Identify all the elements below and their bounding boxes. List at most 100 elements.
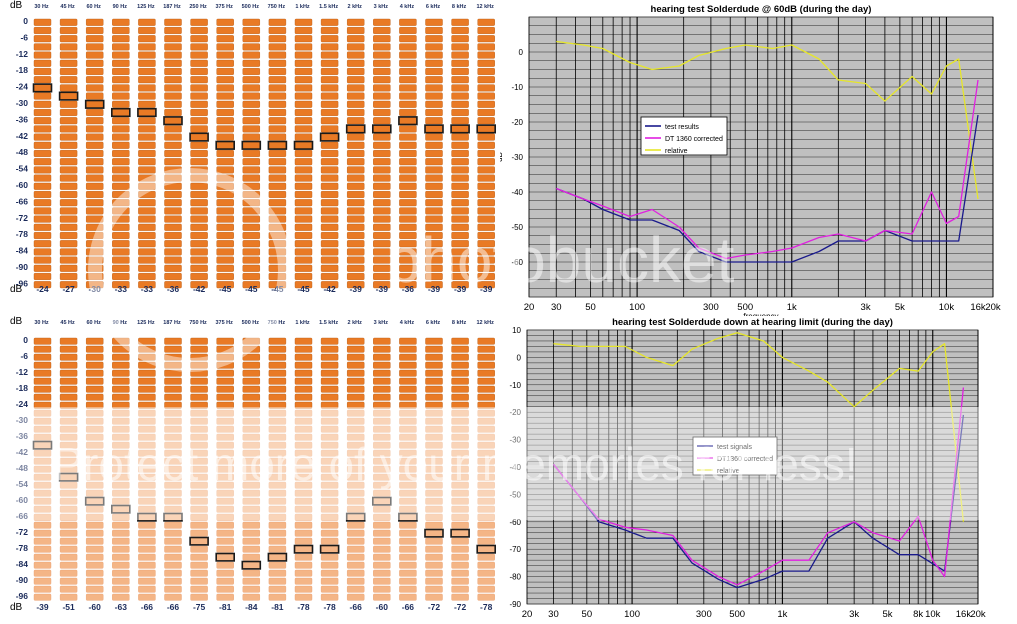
meter-segment <box>138 190 156 198</box>
meter-segment <box>425 182 443 190</box>
meter-segment <box>425 585 443 593</box>
meter-segment <box>451 264 469 272</box>
meter-segment <box>268 433 287 441</box>
meter-segment <box>268 489 287 497</box>
x-tick-label: 5k <box>882 609 892 619</box>
meter-segment <box>399 199 417 207</box>
meter-segment <box>59 497 78 505</box>
meter-segment <box>477 481 495 489</box>
meter-segment <box>268 577 287 585</box>
x-tick-label: 100 <box>629 302 645 313</box>
meter-segment <box>85 223 104 231</box>
meter-segment <box>294 513 313 521</box>
meter-segment <box>477 207 495 215</box>
meter-segment <box>425 190 443 198</box>
meter-segment <box>59 223 78 231</box>
series-line <box>553 332 965 522</box>
meter-segment <box>164 84 182 92</box>
meter-segment <box>451 199 469 207</box>
meter-segment <box>294 473 313 481</box>
meter-segment <box>425 141 443 149</box>
meter-segment <box>242 441 261 449</box>
meter-segment <box>164 264 182 272</box>
result-marker <box>241 140 262 150</box>
meter-segment <box>33 553 52 561</box>
result-value: -78 <box>480 602 493 612</box>
meter-segment <box>59 505 78 513</box>
meter-segment <box>59 27 78 35</box>
meter-segment <box>59 133 78 141</box>
meter-segment <box>85 174 104 182</box>
meter-segment <box>373 417 391 425</box>
meter-segment <box>216 369 234 377</box>
meter-segment <box>112 353 130 361</box>
meter-segment <box>320 521 339 529</box>
result-value: -42 <box>193 284 206 294</box>
meter-segment <box>242 481 261 489</box>
meter-segment <box>33 256 52 264</box>
meter-segment <box>451 174 469 182</box>
meter-segment <box>425 409 443 417</box>
meter-segment <box>242 553 261 561</box>
db-label-bottom: dB <box>10 602 23 613</box>
frequency-label: 12 kHz <box>476 4 494 10</box>
meter-segment <box>268 377 287 385</box>
meter-segment <box>294 248 313 256</box>
meter-segment <box>451 441 469 449</box>
meter-segment <box>451 369 469 377</box>
meter-segment <box>85 465 104 473</box>
result-value: -72 <box>428 602 441 612</box>
meter-segment <box>190 529 208 537</box>
meter-segment <box>268 117 287 125</box>
meter-segment <box>347 537 365 545</box>
meter-segment <box>59 215 78 223</box>
meter-segment <box>138 281 156 289</box>
meter-segment <box>268 92 287 100</box>
meter-segment <box>85 199 104 207</box>
meter-segment <box>59 345 78 353</box>
meter-segment <box>294 497 313 505</box>
meter-segment <box>347 190 365 198</box>
meter-segment <box>477 553 495 561</box>
meter-segment <box>320 35 339 43</box>
meter-segment <box>33 449 52 457</box>
meter-segment <box>85 273 104 281</box>
meter-segment <box>59 51 78 59</box>
meter-segment <box>190 537 208 545</box>
frequency-label: 500 Hz <box>242 320 260 326</box>
meter-segment <box>85 108 104 116</box>
chart-title: hearing test Solderdude down at hearing … <box>612 317 893 328</box>
meter-segment <box>399 337 417 345</box>
result-value: -66 <box>141 602 154 612</box>
meter-segment <box>164 417 182 425</box>
meter-segment <box>216 125 234 133</box>
meter-segment <box>477 51 495 59</box>
meter-segment <box>164 231 182 239</box>
meter-segment <box>112 577 130 585</box>
meter-segment <box>85 457 104 465</box>
meter-segment <box>242 190 261 198</box>
meter-segment <box>347 505 365 513</box>
meter-segment <box>85 449 104 457</box>
meter-segment <box>59 385 78 393</box>
meter-segment <box>242 100 261 108</box>
meter-segment <box>425 593 443 601</box>
meter-segment <box>373 231 391 239</box>
meter-segment <box>373 353 391 361</box>
chart-title: hearing test Solderdude @ 60dB (during t… <box>651 4 872 15</box>
meter-segment <box>477 84 495 92</box>
meter-segment <box>268 553 287 561</box>
meter-segment <box>112 457 130 465</box>
meter-segment <box>399 190 417 198</box>
meter-segment <box>190 577 208 585</box>
meter-segment <box>164 457 182 465</box>
meter-segment <box>268 457 287 465</box>
meter-segment <box>112 593 130 601</box>
meter-segment <box>477 561 495 569</box>
meter-segment <box>425 465 443 473</box>
meter-segment <box>373 433 391 441</box>
meter-segment <box>451 273 469 281</box>
meter-segment <box>85 561 104 569</box>
meter-segment <box>399 35 417 43</box>
meter-segment <box>477 223 495 231</box>
